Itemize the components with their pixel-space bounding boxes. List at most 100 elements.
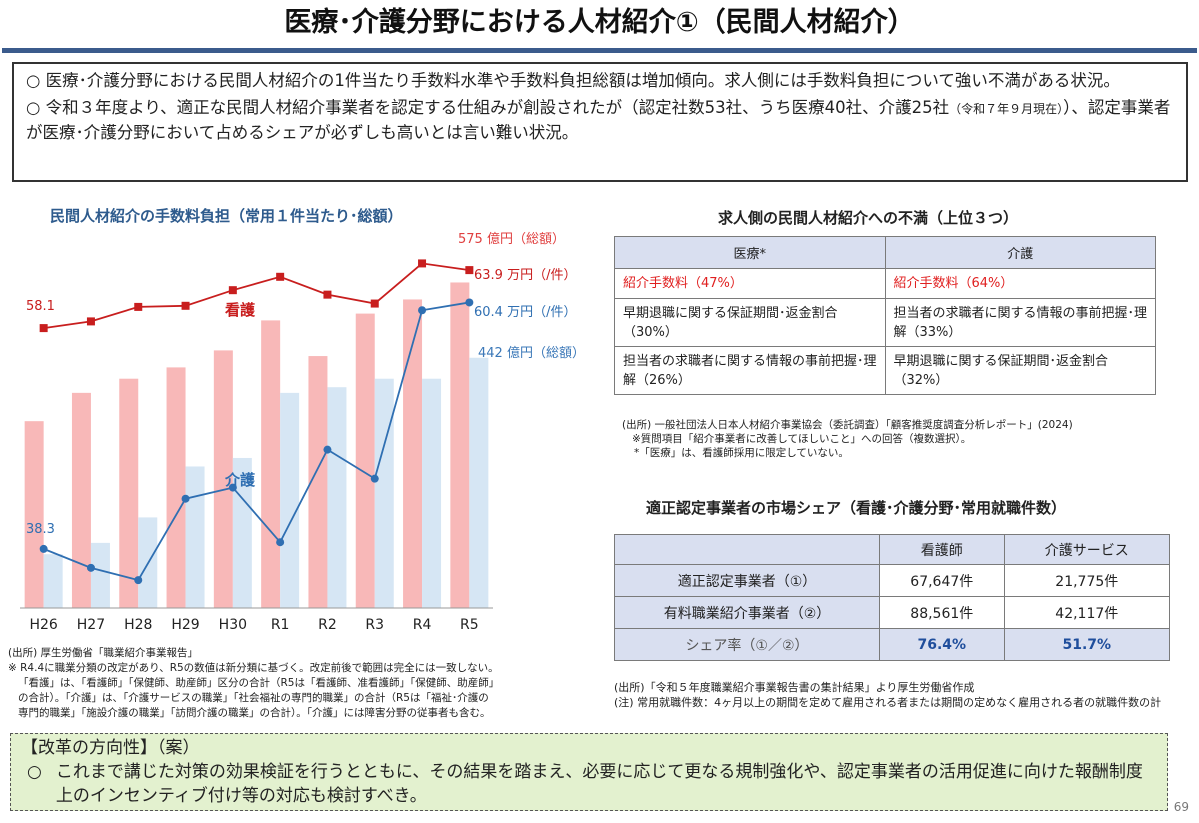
table-cell: 67,647件 — [879, 564, 1005, 597]
table-cell: 紹介手数料（64%） — [884, 268, 1156, 299]
end-label-kango-fee: 63.9 万円（/件） — [474, 268, 576, 283]
column-header: 介護 — [884, 236, 1156, 269]
source-line: ※質問項目「紹介事業者に改善してほしいこと」への回答（複数選択）。 — [632, 433, 972, 445]
source-line: *「医療」は、看護師採用に限定していない。 — [634, 447, 849, 459]
chart-title: 民間人材紹介の手数料負担（常用１件当たり･総額） — [50, 207, 403, 225]
chart-source-line: 「看護」は、「看護師」「保健師、助産師」区分の合計（R5は「看護師、准看護師」「… — [18, 677, 500, 689]
table-row: シェア率（①／②） 76.4% 51.7% — [614, 628, 1171, 661]
chart-source-line: の合計）。「介護」は、「介護サービスの職業」「社会福祉の専門的職業」の合計（R5… — [18, 692, 489, 704]
reform-heading: 【改革の方向性】（案） — [21, 738, 200, 758]
bar-kaigo — [374, 378, 394, 608]
bar-kango — [71, 392, 91, 608]
x-tick-label: H28 — [124, 617, 152, 633]
source-line: (出所)「令和５年度職業紹介事業報告書の集計結果」より厚生労働省作成 — [614, 681, 975, 694]
bar-kaigo — [232, 457, 252, 608]
marker-kaigo — [418, 306, 427, 315]
source-line: (注) 常用就職件数：4ヶ月以上の期間を定めて雇用される者または期間の定めなく雇… — [614, 696, 1162, 709]
marker-kaigo — [228, 483, 237, 492]
bar-kango — [119, 378, 139, 608]
bar-kaigo — [469, 357, 489, 608]
bar-kaigo — [43, 554, 63, 608]
summary-text-1: 医療･介護分野における民間人材紹介の1件当たり手数料水準や手数料負担総額は増加傾… — [45, 71, 1120, 90]
reform-text: これまで講じた対策の効果検証を行うとともに、その結果を踏まえ、必要に応じて更なる… — [55, 762, 1143, 806]
marker-kaigo — [39, 544, 48, 553]
marker-kaigo — [134, 576, 143, 585]
chart-source-line: 専門的職業」「施設介護の職業」「訪問介護の職業」の合計）。「介護」には障害分野の… — [18, 707, 491, 719]
marker-kango — [86, 317, 95, 326]
reform-point: ○ これまで講じた対策の効果検証を行うとともに、その結果を踏まえ、必要に応じて更… — [21, 760, 1157, 808]
table-header-row: 医療* 介護 — [614, 236, 1156, 269]
column-header — [614, 534, 880, 565]
share-source: (出所)「令和５年度職業紹介事業報告書の集計結果」より厚生労働省作成 (注) 常… — [614, 680, 1194, 710]
table-row: 有料職業紹介事業者（②） 88,561件 42,117件 — [614, 596, 1171, 629]
bar-kango — [166, 367, 186, 608]
end-label-kaigo-total: 442 億円（総額） — [478, 345, 585, 361]
bar-kango — [213, 350, 233, 608]
bar-kango — [355, 313, 375, 608]
bar-kango — [450, 282, 470, 608]
table-cell: 担当者の求職者に関する情報の事前把握･理解（33%） — [884, 298, 1156, 347]
end-label-kaigo-fee: 60.4 万円（/件） — [474, 305, 576, 320]
x-tick-label: R4 — [413, 617, 432, 633]
row-label: 有料職業紹介事業者（②） — [614, 596, 880, 629]
summary-point-1: ○ 医療･介護分野における民間人材紹介の1件当たり手数料水準や手数料負担総額は増… — [26, 69, 1176, 92]
page-title: 医療･介護分野における人材紹介①（民間人材紹介） — [284, 7, 915, 38]
table-cell: 早期退職に関する保証期間･返金割合（32%） — [884, 346, 1156, 395]
bullet: ○ — [26, 71, 41, 90]
table-cell: 21,775件 — [1003, 564, 1171, 597]
table-row: 適正認定事業者（①） 67,647件 21,775件 — [614, 564, 1171, 597]
reform-box: 【改革の方向性】（案） ○ これまで講じた対策の効果検証を行うとともに、その結果… — [10, 733, 1168, 811]
bullet: ○ — [26, 98, 41, 117]
x-tick-label: R3 — [365, 617, 384, 633]
table-row: 担当者の求職者に関する情報の事前把握･理解（26%） 早期退職に関する保証期間･… — [614, 346, 1156, 395]
summary-box: ○ 医療･介護分野における民間人材紹介の1件当たり手数料水準や手数料負担総額は増… — [12, 62, 1188, 182]
marker-kango — [276, 272, 285, 281]
bar-kaigo — [90, 542, 110, 608]
table-cell: 76.4% — [879, 628, 1005, 661]
table-cell: 42,117件 — [1003, 596, 1171, 629]
title-rule — [2, 48, 1197, 53]
marker-kango — [228, 286, 237, 295]
bar-kango — [308, 356, 328, 608]
marker-kango — [418, 259, 427, 268]
share-table: 看護師 介護サービス 適正認定事業者（①） 67,647件 21,775件 有料… — [614, 534, 1171, 661]
table-cell: 担当者の求職者に関する情報の事前把握･理解（26%） — [614, 346, 886, 395]
marker-kango — [323, 290, 332, 299]
bar-kaigo — [327, 387, 347, 608]
summary-point-2: ○ 令和３年度より、適正な民間人材紹介事業者を認定する仕組みが創設されたが（認定… — [26, 96, 1176, 144]
x-tick-label: R2 — [318, 617, 337, 633]
bar-kango — [24, 421, 44, 608]
start-label-kaigo: 38.3 — [26, 522, 55, 537]
table-cell: 51.7% — [1003, 628, 1171, 661]
x-tick-label: H29 — [171, 617, 199, 633]
column-header: 看護師 — [879, 534, 1005, 565]
marker-kango — [465, 266, 474, 275]
marker-kango — [39, 324, 48, 333]
summary-date-note: （令和７年９月現在） — [949, 102, 1064, 116]
end-label-kango-total: 575 億円（総額） — [458, 231, 565, 247]
x-tick-label: H26 — [29, 617, 57, 633]
row-label: シェア率（①／②） — [614, 628, 880, 661]
chart-source-line: ※ R4.4に職業分類の改定があり、R5の数値は新分類に基づく。改定前後で範囲は… — [8, 662, 499, 674]
table-row: 紹介手数料（47%） 紹介手数料（64%） — [614, 268, 1156, 299]
bar-kaigo — [280, 392, 300, 608]
share-title: 適正認定事業者の市場シェア（看護･介護分野･常用就職件数） — [646, 499, 1067, 517]
bar-kaigo — [422, 378, 442, 608]
chart-source: (出所) 厚生労働省「職業紹介事業報告」 ※ R4.4に職業分類の改定があり、R… — [8, 646, 598, 721]
x-tick-label: R5 — [460, 617, 479, 633]
x-tick-label: H27 — [77, 617, 105, 633]
summary-text-2: 令和３年度より、適正な民間人材紹介事業者を認定する仕組みが創設されたが（認定社数… — [45, 98, 950, 117]
table-cell: 紹介手数料（47%） — [614, 268, 886, 299]
column-header: 介護サービス — [1003, 534, 1171, 565]
x-tick-label: H30 — [219, 617, 247, 633]
marker-kaigo — [276, 538, 285, 547]
series-line-kaigo — [43, 301, 470, 582]
bullet: ○ — [27, 762, 42, 782]
bar-kango — [261, 320, 281, 608]
marker-kaigo — [323, 445, 332, 454]
summary-text-2-tail: ）、認定事業者が医療･介護分野において占めるシェアが必ずしも高いとは言い難い状況… — [26, 98, 1171, 142]
marker-kaigo — [465, 298, 474, 307]
chart-source-line: (出所) 厚生労働省「職業紹介事業報告」 — [8, 647, 199, 659]
marker-kaigo — [370, 474, 379, 483]
